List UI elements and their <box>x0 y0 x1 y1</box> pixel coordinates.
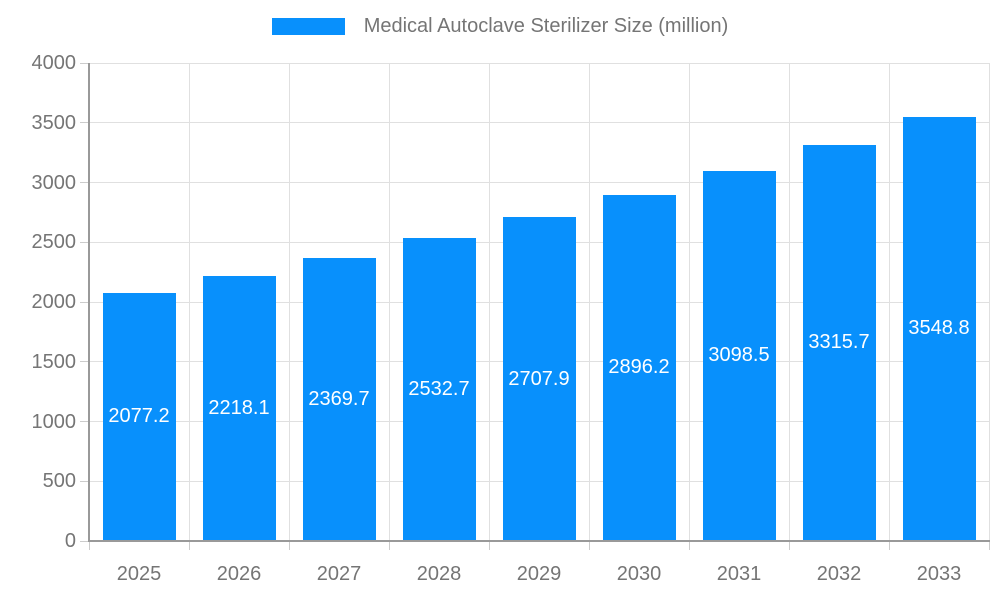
x-axis-tick-label: 2025 <box>116 563 162 585</box>
bar-value-label: 2707.9 <box>508 367 570 390</box>
x-axis-tick <box>388 541 390 550</box>
bar[interactable]: 2077.2 <box>102 292 176 541</box>
y-axis-tick <box>80 122 89 124</box>
x-axis-tick-label: 2027 <box>316 563 362 585</box>
gridline-horizontal <box>89 62 989 64</box>
bar-value-label: 2077.2 <box>108 405 170 428</box>
bar[interactable]: 3548.8 <box>902 116 976 541</box>
y-axis-tick <box>80 480 89 482</box>
bar[interactable]: 2896.2 <box>602 194 676 541</box>
x-axis-tick-label: 2028 <box>416 563 462 585</box>
gridline-vertical <box>788 63 790 541</box>
bar[interactable]: 3315.7 <box>802 144 876 541</box>
bar-value-label: 3548.8 <box>908 317 970 340</box>
bar[interactable]: 2707.9 <box>502 217 576 541</box>
y-axis-tick <box>80 241 89 243</box>
x-axis-tick <box>988 541 990 550</box>
legend: Medical Autoclave Sterilizer Size (milli… <box>0 15 1000 38</box>
bar-value-label: 2369.7 <box>308 387 370 410</box>
bar-value-label: 2532.7 <box>408 378 470 401</box>
x-axis-tick <box>788 541 790 550</box>
x-axis-tick <box>888 541 890 550</box>
x-axis-tick <box>188 541 190 550</box>
x-axis-tick-label: 2033 <box>916 563 962 585</box>
bar[interactable]: 2532.7 <box>402 238 476 541</box>
y-axis-tick <box>80 182 89 183</box>
x-axis-tick <box>88 541 90 550</box>
gridline-vertical <box>588 63 590 541</box>
y-axis-tick-label: 2500 <box>31 231 77 254</box>
gridline-vertical <box>688 63 690 541</box>
legend-swatch <box>271 18 345 35</box>
x-axis-tick <box>588 541 590 550</box>
bar[interactable]: 2218.1 <box>202 275 276 541</box>
y-axis-tick <box>80 421 89 422</box>
y-axis-tick <box>80 361 89 363</box>
gridline-vertical <box>488 63 490 541</box>
y-axis-tick-label: 4000 <box>31 52 77 74</box>
legend-item[interactable]: Medical Autoclave Sterilizer Size (milli… <box>271 15 729 38</box>
y-axis-tick-label: 1000 <box>31 410 77 433</box>
y-axis-tick <box>80 62 89 64</box>
gridline-vertical <box>288 63 290 541</box>
gridline-vertical <box>388 63 390 541</box>
gridline-horizontal <box>89 122 989 124</box>
y-axis-tick-label: 3500 <box>31 111 77 134</box>
x-axis-tick <box>488 541 490 550</box>
bar-value-label: 3098.5 <box>708 344 770 367</box>
bar-value-label: 2896.2 <box>608 356 670 379</box>
y-axis-tick-label: 1500 <box>31 350 77 373</box>
bar[interactable]: 3098.5 <box>702 170 776 541</box>
y-axis-tick-label: 0 <box>64 530 76 552</box>
y-axis-tick <box>80 540 89 542</box>
bar[interactable]: 2369.7 <box>302 257 376 541</box>
x-axis-tick-label: 2031 <box>716 563 762 585</box>
x-axis-tick-label: 2026 <box>216 563 262 585</box>
x-axis-tick <box>288 541 290 550</box>
y-axis-tick-label: 3000 <box>31 171 77 194</box>
y-axis-line <box>88 63 90 541</box>
x-axis-tick <box>688 541 690 550</box>
x-axis-tick-label: 2032 <box>816 563 862 585</box>
bar-value-label: 2218.1 <box>208 396 270 419</box>
legend-label: Medical Autoclave Sterilizer Size (milli… <box>363 15 729 37</box>
gridline-vertical <box>188 63 190 541</box>
x-axis-line <box>88 540 990 542</box>
y-axis-tick-label: 2000 <box>31 291 77 313</box>
y-axis-tick <box>80 301 89 303</box>
gridline-horizontal <box>89 182 989 183</box>
gridline-vertical <box>888 63 890 541</box>
bar-value-label: 3315.7 <box>808 331 870 354</box>
x-axis-tick-label: 2030 <box>616 563 662 585</box>
gridline-vertical <box>988 63 990 541</box>
y-axis-tick-label: 500 <box>42 470 76 493</box>
x-axis-tick-label: 2029 <box>516 563 562 585</box>
